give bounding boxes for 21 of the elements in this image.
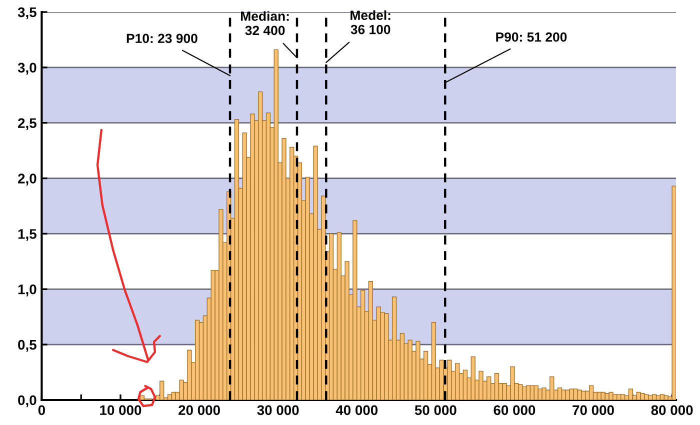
x-tick-label: 70 000: [572, 405, 614, 416]
ref-line-label: P90: 51 200: [496, 32, 567, 42]
x-tick-label: 60 000: [494, 405, 536, 416]
y-tick-label: 3,5: [18, 7, 36, 20]
y-tick-label: 1,5: [18, 229, 36, 241]
ref-line-label: P10: 23 900: [126, 34, 198, 44]
y-tick-label: 3,0: [18, 62, 36, 75]
y-tick-label: 1,0: [18, 284, 36, 296]
x-tick-label: 80 000: [651, 405, 693, 416]
ref-line-label: Median: 32 400: [241, 11, 289, 36]
x-tick-label: 50 000: [414, 405, 456, 416]
y-tick-label: 2,5: [18, 118, 36, 130]
x-tick-label: 10 000: [100, 405, 142, 416]
y-tick-label: 2,0: [18, 174, 36, 186]
y-tick-label: 0,5: [18, 340, 36, 352]
ref-line-label: Medel: 36 100: [350, 10, 390, 34]
y-tick-label: 0,0: [18, 395, 36, 408]
x-tick-label: 20 000: [178, 405, 220, 416]
x-tick-label: 30 000: [257, 405, 299, 416]
x-tick-label: 0: [38, 405, 45, 416]
x-tick-label: 40 000: [336, 405, 378, 416]
